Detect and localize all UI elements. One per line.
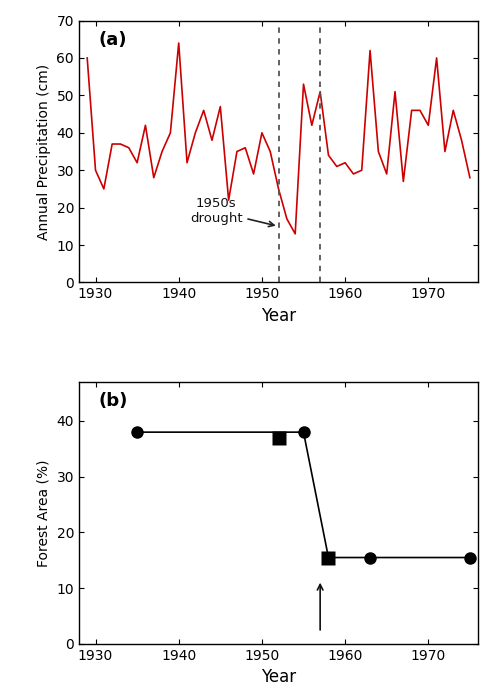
Y-axis label: Annual Precipitation (cm): Annual Precipitation (cm) [37,64,51,240]
Text: 1950s
drought: 1950s drought [190,197,274,227]
X-axis label: Year: Year [261,307,296,325]
Text: (b): (b) [99,393,128,410]
Y-axis label: Forest Area (%): Forest Area (%) [37,459,51,566]
Text: (a): (a) [99,31,127,49]
X-axis label: Year: Year [261,669,296,685]
